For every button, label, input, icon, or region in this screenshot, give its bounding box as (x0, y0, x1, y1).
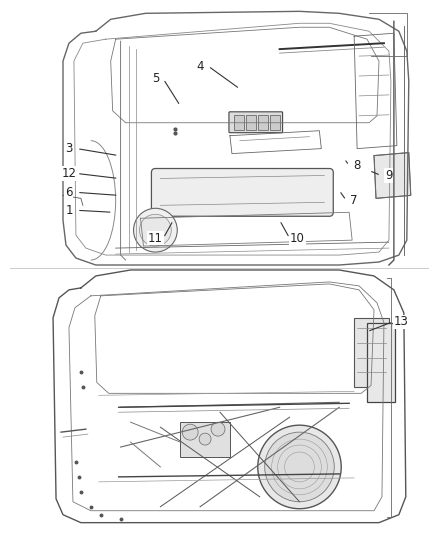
Text: 11: 11 (148, 232, 163, 245)
Text: 4: 4 (196, 60, 204, 72)
Circle shape (258, 425, 341, 508)
Text: 3: 3 (65, 142, 73, 155)
Text: 13: 13 (393, 315, 408, 328)
Circle shape (134, 208, 177, 252)
Text: 12: 12 (61, 167, 77, 180)
Circle shape (199, 433, 211, 445)
Circle shape (211, 422, 225, 436)
Text: 6: 6 (65, 186, 73, 199)
Bar (234, 115, 244, 130)
Text: 1: 1 (65, 204, 73, 217)
Text: 10: 10 (290, 232, 305, 245)
FancyBboxPatch shape (152, 168, 333, 216)
Circle shape (182, 424, 198, 440)
Circle shape (140, 214, 171, 246)
Text: 9: 9 (385, 169, 392, 182)
FancyBboxPatch shape (229, 112, 283, 133)
Circle shape (265, 432, 334, 502)
Text: 8: 8 (353, 159, 361, 172)
Polygon shape (374, 152, 411, 198)
Bar (180, 422, 230, 457)
Bar (270, 115, 279, 130)
Bar (246, 115, 256, 130)
Bar (258, 115, 268, 130)
Text: 5: 5 (152, 72, 159, 85)
Bar (367, 322, 395, 402)
Bar (354, 318, 389, 387)
Text: 7: 7 (350, 194, 358, 207)
